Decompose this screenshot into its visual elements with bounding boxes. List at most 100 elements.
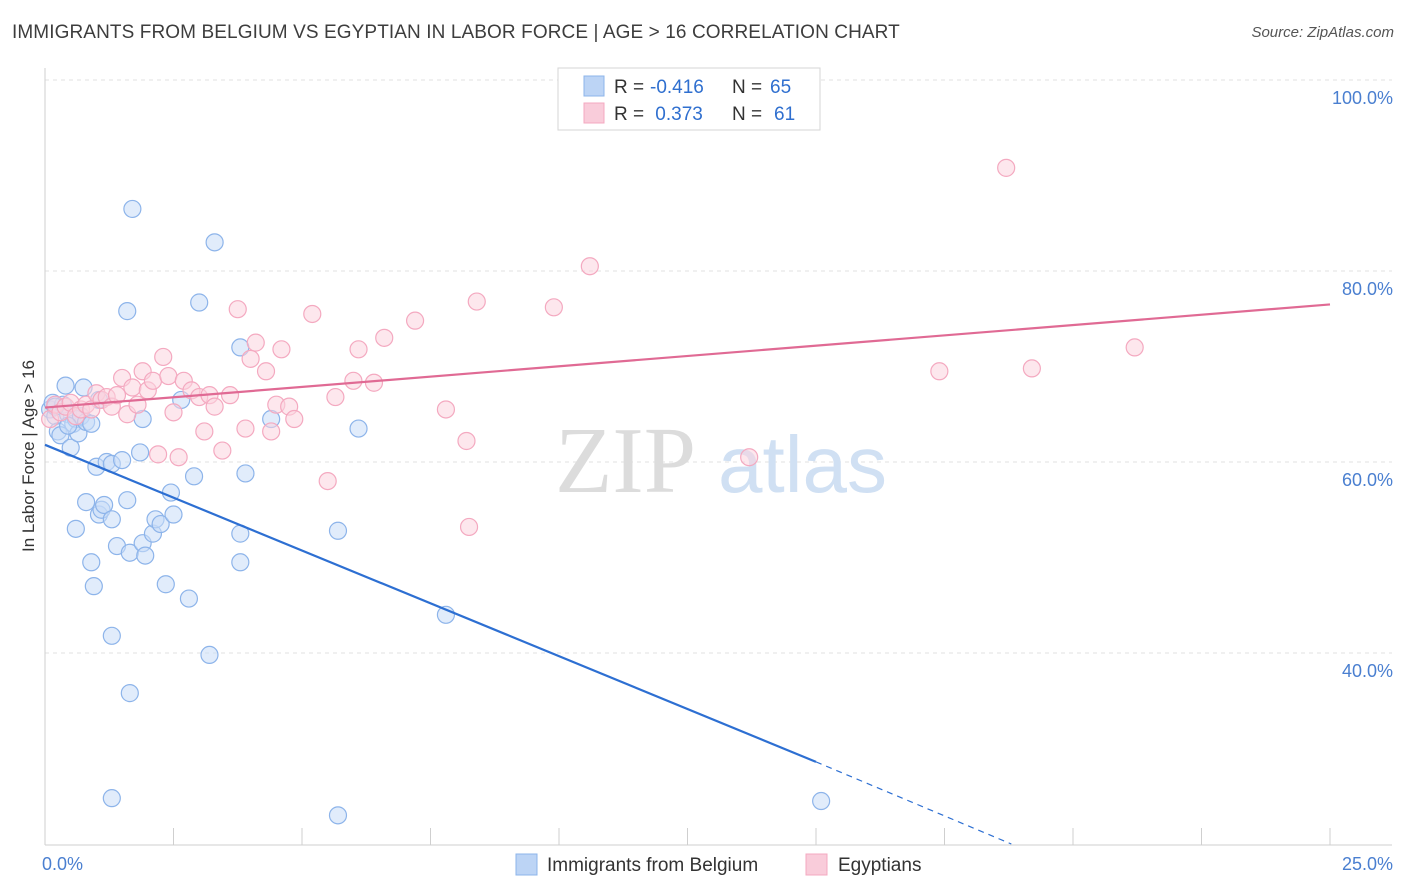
egypt-point-39 xyxy=(262,422,281,441)
belgium-point-42 xyxy=(151,514,170,534)
trend-line-egypt xyxy=(44,303,1331,409)
egypt-point-16 xyxy=(123,378,142,397)
egypt-point-55 xyxy=(467,292,486,311)
egypt-point-45 xyxy=(318,472,337,491)
legend-n-value-2: 61 xyxy=(774,104,795,125)
egypt-point-21 xyxy=(148,445,168,464)
egypt-point-50 xyxy=(375,328,394,347)
x-tick-labels: 0.0% 25.0% xyxy=(42,854,1393,874)
belgium-point-27 xyxy=(82,553,101,572)
egypt-point-52 xyxy=(436,400,456,419)
belgium-point-51 xyxy=(205,233,224,252)
belgium-point-22 xyxy=(123,199,142,219)
chart-source: Source: ZipAtlas.com xyxy=(1251,24,1394,41)
belgium-point-48 xyxy=(184,467,204,486)
belgium-point-33 xyxy=(102,626,121,645)
egypt-point-46 xyxy=(326,387,345,407)
egypt-point-57 xyxy=(580,257,599,276)
y-tick-label-3: 100.0% xyxy=(1332,88,1393,108)
chart-title: IMMIGRANTS FROM BELGIUM VS EGYPTIAN IN L… xyxy=(12,22,900,43)
belgium-point-25 xyxy=(66,519,85,538)
belgium-point-28 xyxy=(84,577,103,596)
egypt-point-61 xyxy=(1022,359,1041,378)
belgium-point-62 xyxy=(812,791,831,811)
x-tick-label-0: 0.0% xyxy=(42,854,83,874)
series-egypt-points xyxy=(41,158,1144,537)
belgium-point-57 xyxy=(102,789,121,808)
egypt-point-35 xyxy=(236,419,255,438)
series-legend: Immigrants from Belgium Egyptians xyxy=(515,853,921,876)
belgium-point-26 xyxy=(77,493,96,512)
egypt-point-37 xyxy=(246,333,265,352)
belgium-point-21 xyxy=(118,302,137,321)
trend-lines xyxy=(44,303,1331,845)
belgium-point-47 xyxy=(179,589,199,608)
egypt-point-22 xyxy=(154,347,173,367)
egypt-point-34 xyxy=(228,300,247,319)
legend-r-label-1: R = xyxy=(614,77,649,98)
belgium-point-45 xyxy=(164,505,183,524)
egypt-point-58 xyxy=(740,448,759,467)
egypt-point-62 xyxy=(1125,338,1144,357)
egypt-point-59 xyxy=(930,362,949,381)
egypt-point-47 xyxy=(344,371,363,390)
belgium-point-39 xyxy=(136,546,155,565)
legend-r-value-2: 0.373 xyxy=(650,104,703,125)
belgium-point-6 xyxy=(56,376,75,395)
axes xyxy=(44,68,1392,846)
egypt-point-23 xyxy=(159,366,178,386)
belgium-point-58 xyxy=(328,806,348,825)
belgium-point-43 xyxy=(156,575,175,594)
egypt-point-31 xyxy=(205,397,224,416)
egypt-point-36 xyxy=(241,349,260,368)
belgium-point-52 xyxy=(231,553,250,572)
belgium-point-50 xyxy=(200,645,219,665)
egypt-point-56 xyxy=(544,298,563,317)
egypt-point-41 xyxy=(272,340,291,359)
bottom-legend-label-egypt: Egyptians xyxy=(838,855,921,876)
legend-swatch-egypt xyxy=(583,102,605,124)
egypt-point-24 xyxy=(164,403,183,422)
legend-n-value-1: 65 xyxy=(770,77,791,98)
belgium-point-20 xyxy=(112,450,132,470)
trend-line-belgium-extension xyxy=(815,761,1012,845)
legend-swatch-belgium xyxy=(583,75,605,97)
x-tick-label-1: 25.0% xyxy=(1342,854,1393,874)
watermark-atlas: atlas xyxy=(718,420,887,509)
y-tick-labels: 40.0% 60.0% 80.0% 100.0% xyxy=(1332,88,1393,681)
bottom-legend-swatch-egypt xyxy=(805,853,828,876)
belgium-point-35 xyxy=(118,491,137,510)
egypt-point-48 xyxy=(349,340,368,359)
belgium-point-31 xyxy=(95,495,114,515)
belgium-point-23 xyxy=(130,443,150,462)
legend-r-label-2: R = xyxy=(614,104,649,125)
y-axis-label: In Labor Force | Age > 16 xyxy=(19,360,38,552)
belgium-point-55 xyxy=(236,464,255,483)
trend-line-belgium xyxy=(44,443,817,763)
egypt-point-32 xyxy=(213,441,232,460)
y-tick-label-1: 60.0% xyxy=(1342,470,1393,490)
watermark: ZIP atlas xyxy=(555,409,887,513)
belgium-point-32 xyxy=(102,510,121,529)
legend-r-value-1: -0.416 xyxy=(650,77,704,98)
egypt-point-44 xyxy=(303,304,322,324)
egypt-point-13 xyxy=(107,386,127,405)
egypt-point-33 xyxy=(220,386,240,405)
y-tick-label-2: 80.0% xyxy=(1342,279,1393,299)
egypt-point-51 xyxy=(405,311,425,330)
bottom-legend-swatch-belgium xyxy=(515,853,538,876)
belgium-point-49 xyxy=(190,293,209,312)
y-tick-label-0: 40.0% xyxy=(1342,661,1393,681)
watermark-zip: ZIP xyxy=(555,409,696,513)
egypt-point-43 xyxy=(285,409,304,429)
belgium-point-37 xyxy=(120,684,139,703)
egypt-point-38 xyxy=(256,362,276,381)
egypt-point-25 xyxy=(169,448,188,467)
grid-lines xyxy=(45,79,1392,654)
egypt-point-29 xyxy=(195,422,214,441)
egypt-point-60 xyxy=(997,158,1016,177)
bottom-legend-label-belgium: Immigrants from Belgium xyxy=(547,855,758,876)
